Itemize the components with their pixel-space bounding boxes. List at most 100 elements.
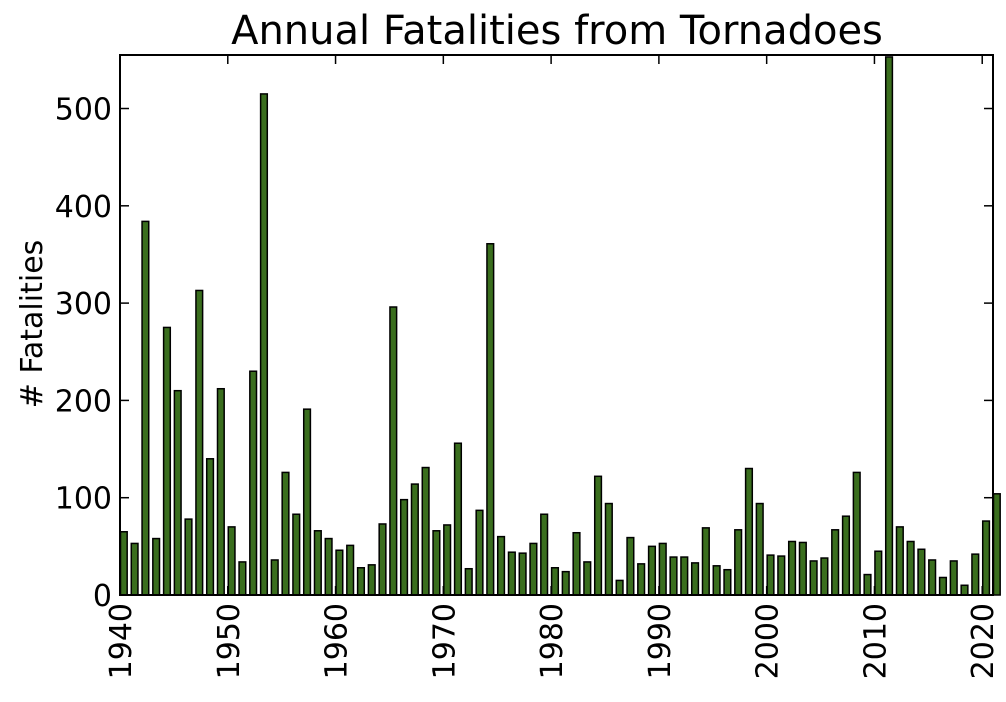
bar-2011: [884, 56, 894, 596]
bar-1972: [464, 567, 473, 596]
x-tick-label: 2020: [966, 603, 1001, 679]
bar-2003: [798, 541, 807, 596]
bar-1993: [690, 562, 700, 596]
y-tick-label: 0: [93, 579, 112, 614]
bars: [119, 56, 1001, 596]
bar-2007: [841, 515, 851, 596]
bar-1974: [486, 243, 495, 596]
bar-1956: [292, 513, 301, 596]
bar-1962: [356, 567, 366, 596]
bar-1966: [399, 498, 409, 596]
bar-2015: [928, 559, 937, 596]
bar-1963: [367, 564, 376, 596]
y-tick-label: 300: [55, 287, 112, 322]
bar-2005: [820, 557, 829, 596]
x-tick-label: 1970: [427, 603, 462, 679]
bar-2014: [917, 548, 926, 596]
bar-2001: [777, 555, 786, 596]
bar-1978: [529, 542, 538, 596]
bar-2006: [831, 529, 840, 596]
bar-2004: [809, 560, 818, 596]
bar-1942: [141, 220, 150, 596]
bar-2012: [895, 526, 904, 596]
bar-1997: [734, 529, 743, 596]
bar-1982: [572, 531, 581, 596]
bar-1998: [744, 467, 754, 596]
bar-1943: [152, 537, 161, 596]
bar-1953: [259, 93, 269, 596]
bar-1968: [421, 466, 430, 596]
bar-1973: [475, 509, 484, 596]
bar-2000: [766, 554, 775, 596]
bar-1983: [583, 561, 592, 596]
bar-2017: [949, 560, 958, 596]
bar-1971: [453, 442, 463, 596]
bar-1976: [507, 551, 516, 596]
bar-1961: [346, 544, 355, 596]
bar-2018: [960, 584, 969, 596]
x-tick-labels: 1940 1950 1960 1970 1980 1990 2000 2010 2020: [104, 603, 1001, 679]
plot-frame: [119, 54, 994, 596]
bar-1984: [593, 475, 603, 596]
bar-1996: [723, 568, 732, 596]
bar-1960: [335, 549, 344, 596]
bar-1969: [432, 530, 441, 596]
bar-1957: [302, 408, 312, 596]
bar-1952: [249, 370, 258, 596]
bar-2019: [971, 553, 980, 596]
bar-2021: [992, 493, 1001, 596]
bar-1951: [238, 561, 247, 596]
bar-1955: [281, 471, 290, 596]
bar-2009: [863, 573, 872, 596]
y-tick-label: 100: [55, 482, 112, 517]
bar-1948: [205, 458, 215, 596]
bar-2002: [787, 540, 797, 596]
bar-1991: [669, 556, 678, 596]
x-tick-label: 1950: [212, 603, 247, 679]
bar-1941: [130, 542, 139, 596]
bar-1999: [755, 502, 764, 596]
bar-1949: [216, 387, 225, 596]
y-tick-label: 400: [55, 190, 112, 225]
bar-1965: [389, 306, 398, 596]
x-tick-label: 2010: [858, 603, 893, 679]
x-tick-label: 1940: [104, 603, 139, 679]
bar-1940: [119, 531, 128, 596]
y-tick-label: 200: [55, 384, 112, 419]
y-tick-label: 500: [55, 93, 112, 128]
bar-1950: [227, 526, 236, 596]
bar-1994: [701, 527, 710, 596]
bar-1989: [647, 545, 657, 596]
bar-1944: [162, 326, 172, 596]
x-tick-label: 1980: [535, 603, 570, 679]
bar-1981: [561, 570, 570, 596]
bar-1954: [270, 559, 279, 596]
y-tick-labels: 0 100 200 300 400 500: [55, 93, 112, 614]
bar-1975: [496, 535, 506, 596]
bar-1958: [313, 530, 322, 596]
bar-2016: [938, 576, 948, 596]
bar-1945: [173, 389, 182, 596]
axis-ticks: [119, 55, 993, 596]
y-axis-label: # Fatalities: [15, 240, 50, 409]
bar-1980: [550, 567, 560, 596]
bar-1985: [604, 502, 613, 596]
x-tick-label: 1990: [643, 603, 678, 679]
bar-1970: [443, 524, 452, 596]
bar-1947: [195, 289, 204, 596]
chart-title: Annual Fatalities from Tornadoes: [231, 8, 883, 54]
bar-2008: [852, 471, 861, 596]
bar-1979: [540, 513, 549, 596]
bar-1986: [615, 579, 624, 596]
bar-1987: [626, 536, 635, 596]
bar-1964: [378, 523, 387, 596]
x-tick-label: 1960: [320, 603, 355, 679]
bar-1990: [658, 542, 667, 596]
bar-1995: [712, 565, 721, 596]
x-tick-label: 2000: [751, 603, 786, 679]
bar-2020: [981, 520, 991, 596]
bar-1992: [680, 556, 689, 596]
bar-1959: [324, 537, 333, 596]
bar-1988: [637, 563, 646, 596]
